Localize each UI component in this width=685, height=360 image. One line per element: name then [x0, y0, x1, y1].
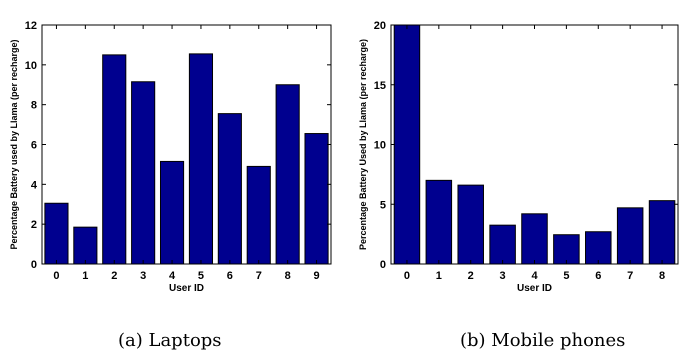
- y-tick-label: 6: [31, 140, 37, 152]
- x-tick-label: 6: [227, 270, 233, 282]
- y-tick-label: 10: [374, 140, 386, 152]
- caption-laptops: (a) Laptops: [118, 330, 222, 351]
- x-tick-label: 2: [468, 270, 474, 282]
- bar-4: [159, 160, 185, 265]
- x-tick-label: 4: [169, 270, 176, 282]
- x-tick-label: 1: [436, 270, 442, 282]
- bar-5: [553, 234, 580, 265]
- y-tick-label: 2: [31, 219, 37, 231]
- bar-8: [275, 84, 300, 265]
- y-tick-label: 20: [374, 20, 386, 32]
- bar-6: [585, 231, 612, 265]
- x-axis-label: User ID: [517, 283, 552, 294]
- x-tick-label: 5: [563, 270, 569, 282]
- x-tick-label: 0: [53, 270, 59, 282]
- y-tick-label: 8: [31, 100, 37, 112]
- x-tick-label: 9: [313, 270, 319, 282]
- x-tick-label: 8: [659, 270, 665, 282]
- y-tick-label: 0: [380, 259, 386, 271]
- bar-0: [393, 24, 421, 265]
- bar-0: [44, 202, 69, 265]
- y-tick-label: 5: [380, 199, 386, 211]
- bar-8: [648, 200, 676, 265]
- bar-7: [616, 207, 644, 265]
- bar-9: [304, 133, 329, 265]
- bar-3: [131, 81, 156, 265]
- y-tick-label: 15: [374, 80, 386, 92]
- bar-6: [217, 113, 242, 265]
- y-tick-label: 12: [25, 20, 37, 32]
- y-axis-label: Percentage Battery Used by Llama (per re…: [358, 39, 368, 250]
- x-tick-label: 0: [404, 270, 410, 282]
- x-tick-label: 3: [500, 270, 506, 282]
- bar-1: [425, 179, 453, 265]
- y-tick-label: 4: [31, 179, 38, 191]
- x-tick-label: 5: [198, 270, 204, 282]
- bar-5: [188, 53, 214, 265]
- x-tick-label: 1: [82, 270, 88, 282]
- y-tick-label: 10: [25, 60, 37, 72]
- x-tick-label: 7: [627, 270, 633, 282]
- bar-2: [102, 54, 127, 265]
- x-tick-label: 8: [285, 270, 291, 282]
- bar-3: [489, 224, 516, 265]
- y-axis-label: Percentage Battery used by Llama (per re…: [9, 39, 19, 249]
- x-tick-label: 2: [111, 270, 117, 282]
- bar-4: [521, 213, 548, 265]
- x-tick-label: 4: [531, 270, 538, 282]
- bar-7: [246, 165, 271, 265]
- x-tick-label: 6: [595, 270, 601, 282]
- bar-2: [457, 184, 484, 265]
- bar-1: [73, 226, 98, 265]
- chart-mobile-phones: 0 5 10 15 20 0 1 2 3 4 5 6 7 8 User ID Percentage Batte…: [358, 20, 679, 294]
- x-tick-label: 7: [256, 270, 262, 282]
- y-tick-label: 0: [31, 259, 37, 271]
- x-axis-label: User ID: [169, 283, 204, 294]
- x-tick-label: 3: [140, 270, 146, 282]
- caption-mobile-phones: (b) Mobile phones: [460, 330, 626, 351]
